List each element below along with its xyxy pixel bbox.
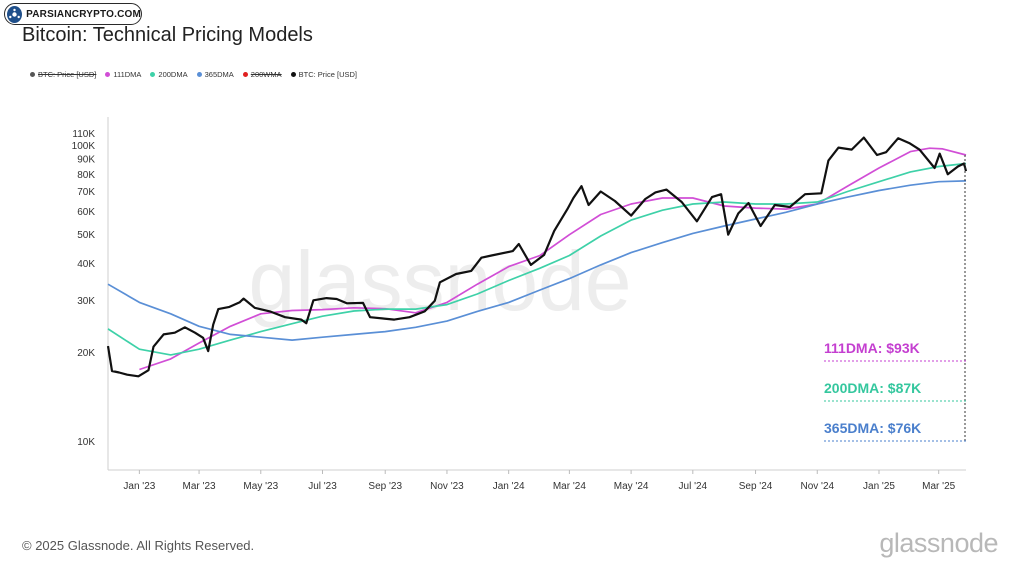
- annotation-label: 111DMA: $93K: [824, 340, 920, 356]
- chart-title: Bitcoin: Technical Pricing Models: [22, 24, 313, 46]
- x-tick-label: Jan '23: [123, 481, 155, 492]
- x-tick-label: Sep '23: [368, 481, 402, 492]
- annotation-label: 200DMA: $87K: [824, 380, 921, 396]
- y-tick-label: 80K: [77, 170, 95, 181]
- series-line-btc-price-usd: [106, 136, 968, 378]
- legend-item[interactable]: 200WMA: [242, 70, 282, 79]
- x-tick-label: Jul '24: [679, 481, 708, 492]
- copyright-text: © 2025 Glassnode. All Rights Reserved.: [22, 538, 255, 553]
- glassnode-logo: glassnode: [879, 528, 998, 558]
- source-badge: PARSIANCRYPTO.COM: [4, 3, 142, 25]
- legend-swatch: [150, 72, 156, 77]
- x-tick-label: Mar '25: [922, 481, 955, 492]
- legend-swatch: [30, 72, 35, 77]
- legend-swatch: [196, 72, 202, 77]
- series-line-200dma: [107, 162, 967, 356]
- legend-label: 200DMA: [158, 70, 188, 79]
- x-tick-label: Jul '23: [308, 481, 337, 492]
- x-tick-label: Mar '23: [183, 481, 216, 492]
- y-tick-label: 20K: [77, 348, 95, 359]
- legend-label: BTC: Price [USD]: [38, 70, 97, 79]
- annotation-label: 365DMA: $76K: [824, 420, 921, 436]
- x-tick-label: May '24: [614, 481, 649, 492]
- parsiancrypto-logo-icon: [7, 5, 23, 23]
- legend-item[interactable]: 111DMA: [105, 70, 141, 79]
- y-tick-label: 50K: [77, 230, 95, 241]
- series-line-111dma: [139, 147, 967, 371]
- y-tick-label: 60K: [77, 207, 95, 218]
- series-line-365dma: [107, 180, 967, 341]
- source-badge-text: PARSIANCRYPTO.COM: [26, 8, 141, 20]
- x-tick-label: Mar '24: [553, 481, 586, 492]
- legend-item[interactable]: BTC: Price [USD]: [30, 70, 96, 79]
- legend-swatch: [242, 72, 248, 77]
- chart-legend: BTC: Price [USD] 111DMA 200DMA 365DMA 200WMA…: [30, 70, 357, 79]
- legend-item[interactable]: 365DMA: [196, 70, 234, 79]
- x-tick-label: Jan '24: [493, 481, 525, 492]
- y-tick-label: 70K: [77, 187, 95, 198]
- legend-label: 200WMA: [250, 70, 282, 79]
- x-tick-label: Nov '23: [430, 481, 464, 492]
- y-tick-label: 40K: [77, 259, 95, 270]
- x-tick-label: Sep '24: [739, 481, 773, 492]
- y-tick-label: 100K: [72, 141, 96, 152]
- x-tick-label: Jan '25: [863, 481, 895, 492]
- y-tick-label: 10K: [77, 437, 95, 448]
- legend-swatch: [290, 72, 296, 77]
- legend-item[interactable]: BTC: Price [USD]: [290, 70, 357, 79]
- watermark-text: glassnode: [249, 234, 632, 328]
- y-tick-label: 110K: [72, 129, 95, 140]
- x-tick-label: Nov '24: [800, 481, 834, 492]
- legend-swatch: [105, 72, 111, 77]
- legend-item[interactable]: 200DMA: [150, 70, 188, 79]
- legend-label: BTC: Price [USD]: [298, 70, 357, 79]
- legend-label: 111DMA: [113, 70, 142, 79]
- y-tick-label: 30K: [77, 296, 95, 307]
- y-tick-label: 90K: [77, 155, 95, 166]
- x-tick-label: May '23: [243, 481, 278, 492]
- legend-label: 365DMA: [204, 70, 234, 79]
